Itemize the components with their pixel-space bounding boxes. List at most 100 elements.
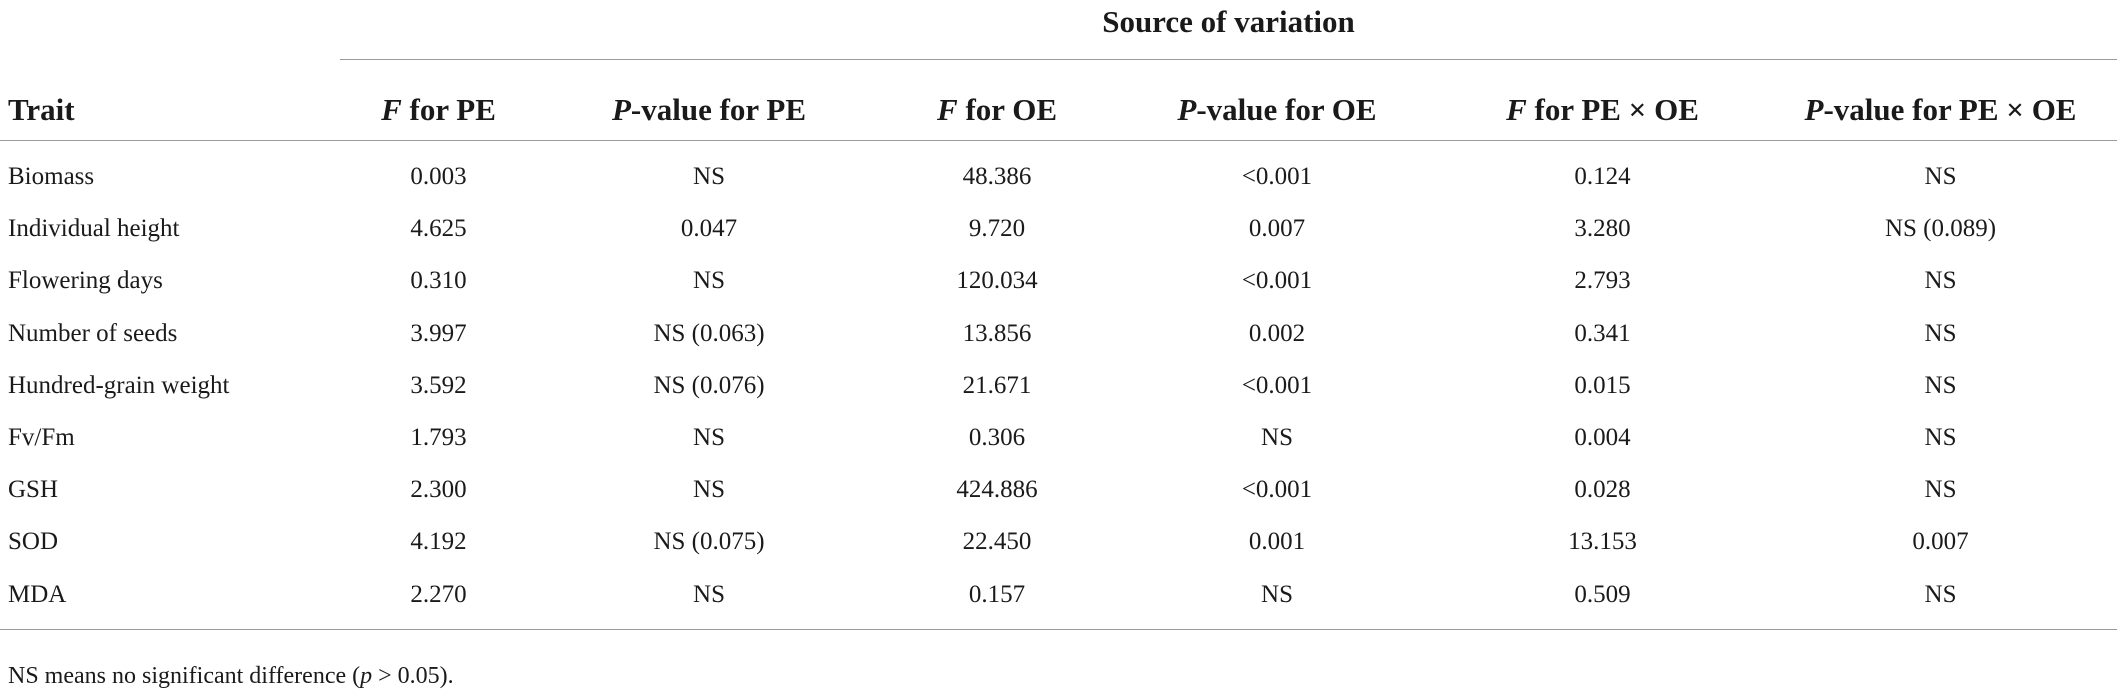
table-row: Flowering days 0.310 NS 120.034 <0.001 2.793 N… (0, 255, 2117, 307)
table-footnote: NS means no significant difference (p > … (8, 660, 454, 692)
column-header-p-pe: P-value for PE (537, 80, 881, 141)
column-header-f-peoe: F for PE × OE (1441, 80, 1764, 141)
cell-f-peoe: 0.028 (1574, 476, 1631, 504)
cell-f-oe: 9.720 (968, 215, 1026, 243)
table-row: SOD 4.192 NS (0.075) 22.450 0.001 13.153 0.007 (0, 516, 2117, 568)
cell-p-pe: NS (693, 476, 725, 504)
cell-p-oe: NS (1261, 424, 1293, 452)
column-header-italic: P (1177, 92, 1197, 127)
table-header: Trait F for PE P-value for PE F for OE P-val… (0, 80, 2117, 141)
cell-f-oe: 0.157 (881, 568, 1113, 630)
cell-p-oe: <0.001 (1241, 371, 1313, 399)
column-header-label: -value for OE (1196, 92, 1377, 127)
column-header-italic: F (1506, 92, 1527, 127)
cell-p-peoe: NS (0.089) (1884, 215, 1997, 243)
cell-f-oe: 0.306 (968, 424, 1026, 452)
cell-f-oe: 21.671 (962, 371, 1032, 399)
cell-f-oe: 120.034 (956, 267, 1038, 295)
column-header-label: for OE (957, 92, 1057, 127)
cell-p-pe: 0.047 (680, 215, 738, 243)
cell-trait: Individual height (8, 215, 180, 243)
group-header-rule (340, 59, 2117, 60)
column-header-label: for PE (401, 92, 496, 127)
cell-p-peoe: NS (1924, 424, 1957, 452)
cell-trait: GSH (8, 476, 59, 504)
table-row: Hundred-grain weight 3.592 NS (0.076) 21.67… (0, 360, 2117, 412)
cell-f-oe: 22.450 (962, 528, 1032, 556)
column-header-f-oe: F for OE (881, 80, 1113, 141)
column-header-italic: F (381, 92, 402, 127)
cell-p-pe: NS (693, 424, 725, 452)
cell-f-peoe: 3.280 (1574, 215, 1631, 243)
column-header-label: Trait (8, 92, 75, 127)
cell-f-pe: 4.192 (410, 528, 467, 556)
cell-f-pe: 0.003 (410, 163, 467, 191)
cell-p-peoe: 0.007 (1912, 528, 1969, 556)
cell-p-peoe: NS (1924, 163, 1957, 191)
header-row: Trait F for PE P-value for PE F for OE P-val… (0, 80, 2117, 141)
cell-p-peoe: NS (1924, 319, 1957, 347)
cell-p-pe: NS (693, 267, 725, 295)
cell-f-pe: 1.793 (410, 424, 467, 452)
cell-trait: MDA (0, 568, 340, 630)
table-row: Number of seeds 3.997 NS (0.063) 13.856 0.00… (0, 308, 2117, 360)
cell-p-pe: NS (537, 568, 881, 630)
cell-f-peoe: 2.793 (1574, 267, 1631, 295)
cell-f-peoe: 0.509 (1441, 568, 1764, 630)
cell-p-oe: <0.001 (1241, 267, 1313, 295)
cell-f-peoe: 13.153 (1568, 528, 1637, 556)
column-header-label: -value for PE × OE (1823, 92, 2077, 127)
cell-f-peoe: 0.015 (1574, 371, 1631, 399)
data-table: Trait F for PE P-value for PE F for OE P-val… (0, 80, 2117, 630)
cell-p-pe: NS (0.076) (653, 371, 765, 399)
cell-f-oe: 48.386 (962, 163, 1032, 191)
cell-p-oe: NS (1113, 568, 1441, 630)
footnote-text-after: > 0.05). (372, 663, 454, 689)
cell-p-peoe: NS (1764, 568, 2117, 630)
table-body: Biomass 0.003 NS 48.386 <0.001 0.124 NS Individ… (0, 141, 2117, 630)
column-header-trait: Trait (0, 80, 340, 141)
cell-f-peoe: 0.341 (1574, 319, 1631, 347)
cell-trait: Biomass (8, 163, 95, 191)
column-header-italic: F (937, 92, 958, 127)
column-header-italic: P (611, 92, 631, 127)
cell-p-pe: NS (0.075) (653, 528, 765, 556)
table-row: Biomass 0.003 NS 48.386 <0.001 0.124 NS (0, 141, 2117, 204)
cell-trait: Fv/Fm (8, 424, 75, 452)
cell-trait: SOD (8, 528, 59, 556)
cell-f-peoe: 0.124 (1574, 163, 1631, 191)
cell-f-pe: 3.592 (410, 371, 467, 399)
cell-p-oe: 0.002 (1248, 319, 1306, 347)
column-header-italic: P (1804, 92, 1824, 127)
cell-f-pe: 4.625 (410, 215, 467, 243)
footnote-italic: p (360, 663, 373, 689)
cell-p-oe: 0.001 (1248, 528, 1306, 556)
cell-f-pe: 2.300 (410, 476, 467, 504)
group-header: Source of variation (1102, 4, 1355, 39)
cell-p-peoe: NS (1924, 476, 1957, 504)
cell-p-pe: NS (693, 163, 725, 191)
column-header-label: -value for PE (630, 92, 806, 127)
table-row: Individual height 4.625 0.047 9.720 0.007 3.2… (0, 203, 2117, 255)
cell-f-peoe: 0.004 (1574, 424, 1631, 452)
column-header-f-pe: F for PE (340, 80, 537, 141)
cell-f-oe: 424.886 (956, 476, 1038, 504)
cell-p-pe: NS (0.063) (653, 319, 765, 347)
column-header-label: for PE × OE (1526, 92, 1699, 127)
cell-p-oe: 0.007 (1248, 215, 1306, 243)
cell-p-peoe: NS (1924, 267, 1957, 295)
cell-p-peoe: NS (1924, 371, 1957, 399)
cell-trait: Hundred-grain weight (8, 371, 230, 399)
cell-trait: Number of seeds (8, 319, 178, 347)
cell-p-oe: <0.001 (1241, 163, 1313, 191)
cell-p-oe: <0.001 (1241, 476, 1313, 504)
cell-f-pe: 2.270 (340, 568, 537, 630)
table-row: MDA 2.270 NS 0.157 NS 0.509 NS (0, 568, 2117, 630)
cell-f-pe: 3.997 (410, 319, 467, 347)
cell-f-pe: 0.310 (410, 267, 467, 295)
table-row: GSH 2.300 NS 424.886 <0.001 0.028 NS (0, 464, 2117, 516)
cell-trait: Flowering days (8, 267, 163, 295)
column-header-p-peoe: P-value for PE × OE (1764, 80, 2117, 141)
cell-f-oe: 13.856 (962, 319, 1032, 347)
